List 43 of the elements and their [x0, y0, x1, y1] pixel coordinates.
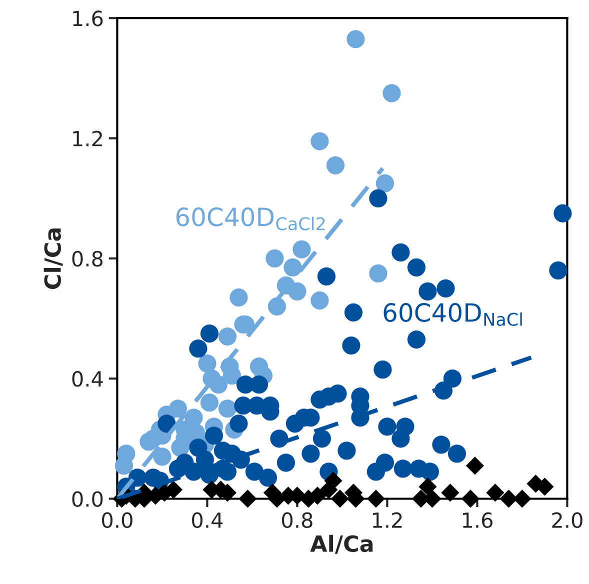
x-axis-title: Al/Ca	[310, 534, 373, 554]
y-tick-label: 1.6	[73, 10, 103, 26]
x-tick-label: 1.6	[462, 512, 492, 528]
point	[114, 456, 134, 475]
point	[198, 354, 216, 373]
point	[310, 132, 329, 150]
point	[168, 400, 188, 418]
point	[418, 478, 437, 496]
point	[266, 249, 284, 268]
point	[466, 456, 484, 475]
point	[200, 394, 219, 412]
point	[382, 84, 401, 102]
x-tick-label: 0.4	[192, 512, 223, 528]
series-label: 60C40D$_{CaCl2}$	[176, 207, 325, 230]
point	[288, 282, 306, 301]
x-tick-label: 1.2	[372, 512, 402, 528]
series-label: 60C40D$_{NaCl}$	[384, 303, 522, 326]
point	[202, 370, 221, 388]
point	[292, 240, 311, 258]
x-tick-label: 0.8	[282, 512, 312, 528]
point	[346, 30, 365, 48]
y-tick-label: 0.4	[72, 371, 103, 387]
point	[310, 291, 329, 310]
point	[366, 490, 386, 508]
point	[218, 327, 237, 346]
point	[230, 288, 248, 307]
point	[330, 490, 350, 508]
y-tick-label: 0.8	[72, 250, 103, 267]
point	[153, 448, 172, 466]
x-tick-label: 0.0	[102, 512, 132, 528]
y-tick-label: 1.2	[73, 130, 102, 146]
x-tick-label: 2.0	[552, 512, 582, 528]
y-axis-title: Cl/Ca	[44, 228, 63, 289]
point	[461, 490, 480, 508]
point	[218, 400, 237, 418]
y-tick-label: 0.0	[72, 491, 103, 507]
point	[284, 258, 302, 276]
point	[369, 264, 388, 282]
point	[326, 156, 345, 174]
point	[376, 174, 394, 192]
point	[486, 484, 504, 502]
point	[238, 490, 257, 508]
point	[441, 484, 460, 502]
